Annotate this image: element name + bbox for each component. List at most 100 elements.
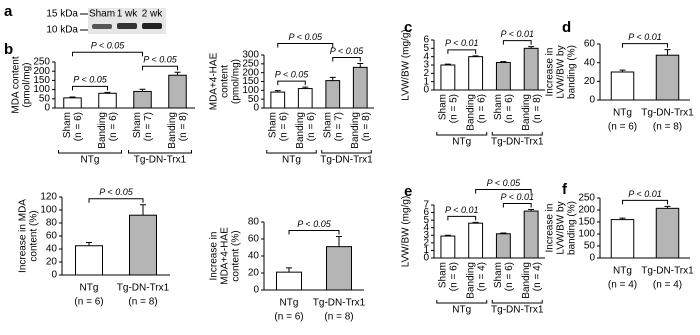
bar [440,235,456,259]
bar [523,210,539,259]
n-label: (n = 8) [128,297,157,308]
x-tick-label: Sham [438,94,449,120]
significance-label: P < 0.05 [99,187,133,197]
significance-bracket [475,189,532,194]
error-bar [174,71,181,76]
y-tick-label: 150 [242,76,259,87]
bar [129,214,157,276]
bar [133,90,152,109]
y-tick-label: 50 [248,94,260,105]
y-tick-label: 250 [578,193,595,204]
y-tick-label: 0 [253,285,259,296]
x-tick-label: NTg [80,283,99,294]
significance-label: P < 0.01 [445,205,478,215]
n-label: (n = 6) [449,262,460,291]
error-bar [69,96,76,98]
error-bar [664,49,671,56]
group-label: NTg [452,305,471,316]
significance-label: P < 0.05 [91,41,125,51]
panel-letter: f [562,181,568,198]
x-tick-label: Banding [521,262,532,299]
x-tick-label: Banding [350,112,361,149]
bar [326,246,352,291]
bar [276,271,302,291]
panel-letter: e [404,183,412,200]
n-label: (n = 6) [608,122,637,133]
y-axis-label: Increase in [545,204,556,253]
x-tick-label: Tg-DN-Trx1 [641,108,694,119]
error-bar [664,205,671,209]
error-bar [286,267,292,273]
error-bar [500,61,507,63]
group-bracket [436,132,488,136]
y-tick-label: 40 [46,244,58,255]
y-tick-label: 5 [423,43,429,54]
error-bar [444,63,451,65]
significance-label: P < 0.05 [143,55,177,65]
y-tick-label: 5 [423,215,429,226]
significance-label: P < 0.05 [330,46,364,56]
y-tick-label: 0 [423,253,429,264]
x-tick-label: Banding [167,112,178,149]
y-tick-label: 100 [33,84,50,95]
y-axis-label: banding (%) [567,201,578,255]
y-tick-label: 200 [33,66,50,77]
bar [610,219,635,259]
y-tick-label: 2 [423,237,429,248]
error-bar [104,91,111,94]
y-tick-label: 20 [584,76,596,87]
significance-label: P < 0.05 [487,178,521,188]
x-tick-label: Sham [322,112,333,138]
n-label: (n = 4) [653,280,682,291]
bar [495,233,511,259]
group-label: Tg-DN-Trx1 [491,305,544,316]
x-tick-label: Tg-DN-Trx1 [117,283,170,294]
y-tick-label: 200 [578,205,595,216]
n-label: (n = 6) [306,112,317,141]
group-bracket [58,150,122,154]
bar [495,62,511,91]
x-tick-label: Banding [521,94,532,131]
group-bracket [266,150,317,154]
bar [352,66,368,109]
y-tick-label: 100 [40,205,57,216]
y-tick-label: 3 [423,230,429,241]
significance-bracket [447,215,477,221]
bar [468,222,484,259]
panel-letter: d [562,19,571,36]
bar [63,97,82,109]
error-bar [140,204,146,216]
n-label: (n = 6) [108,112,119,141]
significance-bracket [142,65,178,71]
panel-letter: c [404,19,412,36]
x-tick-label: Sham [132,112,143,138]
group-bracket [321,150,372,154]
significance-bracket [288,229,340,235]
y-axis-label: Increase in [545,48,556,97]
y-tick-label: 4 [423,51,429,62]
error-bar [86,242,92,246]
n-label: (n = 8) [324,312,353,323]
significance-bracket [72,85,108,91]
significance-bracket [502,203,532,208]
y-axis-label: content (%) [231,230,242,281]
group-bracket [128,150,192,154]
x-tick-label: Tg-DN-Trx1 [641,266,694,277]
x-tick-label: Sham [493,94,504,120]
y-tick-label: 0 [589,95,595,106]
significance-label: P < 0.01 [628,32,661,42]
y-tick-label: 50 [39,93,51,104]
n-label: (n = 6) [504,94,515,123]
x-tick-label: Banding [295,112,306,149]
x-tick-label: Banding [97,112,108,149]
y-tick-label: 200 [242,67,259,78]
group-bracket [491,300,543,304]
y-tick-label: 250 [242,58,259,69]
error-bar [444,234,451,237]
y-tick-label: 120 [40,192,57,203]
significance-label: P < 0.05 [289,32,323,42]
y-axis-label: MDA+4-HAE [209,52,220,110]
group-bracket [436,300,488,304]
y-tick-label: 20 [46,257,58,268]
y-tick-label: 150 [33,75,50,86]
